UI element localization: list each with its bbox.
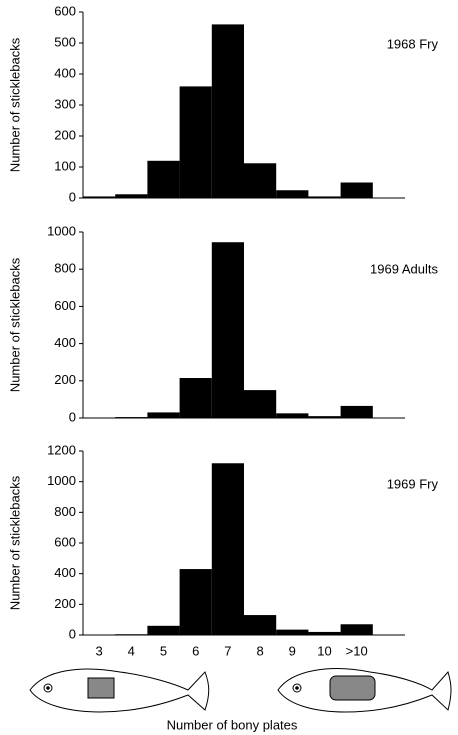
x-tick-label: 9 — [289, 643, 296, 658]
bar — [308, 196, 341, 198]
y-tick-label: 1000 — [47, 223, 76, 238]
bar — [211, 24, 244, 199]
bar — [340, 624, 373, 635]
bar — [308, 416, 341, 418]
fish-pupil — [46, 686, 50, 690]
x-tick-label: >10 — [346, 643, 368, 658]
y-tick-label: 0 — [69, 189, 76, 204]
bar — [244, 163, 277, 198]
x-tick-label: 5 — [160, 643, 167, 658]
y-tick-label: 500 — [54, 34, 76, 49]
x-tick-label: 3 — [95, 643, 102, 658]
bar — [147, 625, 180, 635]
y-tick-label: 400 — [54, 565, 76, 580]
x-tick-label: 6 — [192, 643, 199, 658]
bar — [308, 631, 341, 635]
bar — [276, 413, 309, 418]
x-tick-label: 7 — [224, 643, 231, 658]
panel-label: 1969 Fry — [387, 476, 439, 491]
fish-plates — [329, 675, 376, 701]
fish-eye — [43, 683, 53, 693]
x-tick-label: 8 — [256, 643, 263, 658]
bar — [340, 182, 373, 198]
fish-pupil — [295, 686, 299, 690]
bar — [276, 190, 309, 198]
fish-illustrations — [29, 668, 452, 713]
fish-right — [277, 668, 452, 713]
y-tick-label: 600 — [54, 298, 76, 313]
bar — [211, 242, 244, 418]
bar — [244, 390, 277, 418]
bar — [147, 160, 180, 198]
y-tick-label: 100 — [54, 158, 76, 173]
y-tick-label: 400 — [54, 335, 76, 350]
bar — [179, 86, 212, 198]
y-tick-label: 1000 — [47, 473, 76, 488]
bar — [244, 615, 277, 635]
fish-eye — [292, 683, 302, 693]
bar — [147, 412, 180, 418]
bar — [179, 378, 212, 418]
panel-label: 1968 Fry — [387, 36, 439, 51]
fish-plates — [87, 677, 115, 699]
x-axis-label: Number of bony plates — [167, 717, 298, 732]
bar — [83, 196, 116, 198]
bar — [115, 194, 148, 198]
bar — [115, 417, 148, 418]
panel-label: 1969 Adults — [370, 261, 438, 276]
bar — [276, 629, 309, 635]
y-tick-label: 600 — [54, 534, 76, 549]
bar — [115, 634, 148, 635]
x-tick-label: 4 — [128, 643, 135, 658]
y-tick-label: 300 — [54, 96, 76, 111]
y-axis-label: Number of sticklebacks — [7, 475, 22, 610]
y-tick-label: 0 — [69, 626, 76, 641]
fish-left — [29, 668, 210, 713]
bar — [179, 569, 212, 635]
y-tick-label: 400 — [54, 65, 76, 80]
y-tick-label: 600 — [54, 3, 76, 18]
y-axis-label: Number of sticklebacks — [7, 37, 22, 172]
y-tick-label: 800 — [54, 261, 76, 276]
x-tick-label: 10 — [317, 643, 331, 658]
y-tick-label: 200 — [54, 127, 76, 142]
y-tick-label: 1200 — [47, 442, 76, 457]
y-tick-label: 0 — [69, 409, 76, 424]
bar — [211, 463, 244, 635]
y-axis-label: Number of sticklebacks — [7, 257, 22, 392]
bar — [340, 405, 373, 418]
y-tick-label: 800 — [54, 504, 76, 519]
y-tick-label: 200 — [54, 596, 76, 611]
y-tick-label: 200 — [54, 372, 76, 387]
